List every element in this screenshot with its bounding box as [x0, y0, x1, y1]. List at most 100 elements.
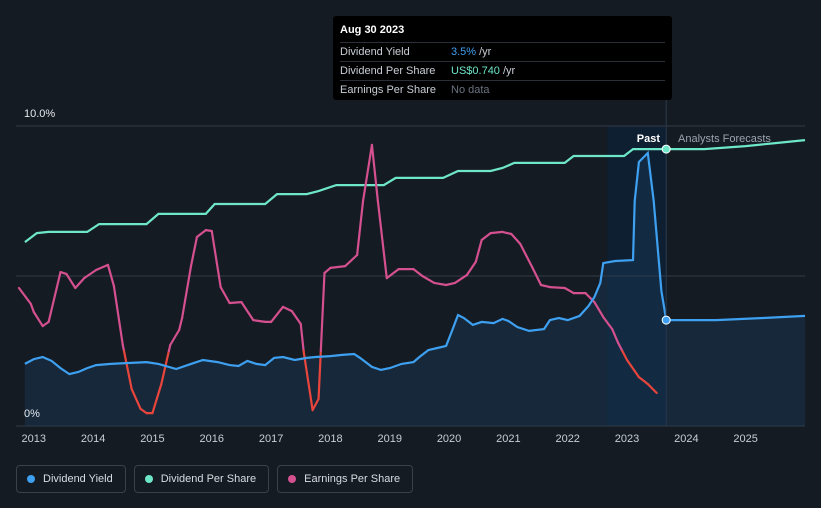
eps-line-segment [548, 286, 566, 290]
eps-line-segment [169, 328, 181, 347]
y-tick-min: 0% [24, 408, 40, 420]
eps-line-segment [281, 305, 293, 313]
eps-line-segment [412, 268, 424, 278]
legend-dot-icon [144, 475, 153, 483]
legend-earnings-per-share[interactable]: Earnings Per Share [277, 465, 414, 493]
y-tick-max: 10.0% [24, 108, 56, 120]
eps-line-segment [563, 286, 575, 295]
eps-line-segment [501, 230, 513, 236]
tooltip-value: US$0.740 [451, 65, 500, 77]
tooltip-label: Dividend Per Share [340, 65, 436, 77]
x-tick-label: 2016 [200, 433, 224, 445]
eps-line-segment [195, 229, 207, 239]
yield-marker [661, 315, 671, 325]
eps-line-segment [385, 268, 400, 280]
yield-area-layer [24, 153, 805, 426]
eps-line-segment [139, 407, 148, 415]
eps-line-segment [151, 382, 163, 415]
tooltip-row-dps: Dividend Per Share US$0.740 /yr [340, 61, 665, 80]
hover-tooltip: Aug 30 2023 Dividend Yield 3.5% /yr Divi… [333, 16, 672, 100]
eps-line-segment [489, 230, 504, 235]
eps-line-segment [323, 266, 332, 275]
eps-line-segment [611, 328, 620, 344]
eps-line-segment [122, 349, 133, 391]
eps-line-segment [531, 265, 543, 287]
eps-line-segment [181, 265, 193, 320]
legend-label: Earnings Per Share [304, 473, 401, 485]
eps-line-segment [130, 388, 142, 410]
eps-line-segment [617, 341, 624, 353]
tooltip-label: Earnings Per Share [340, 84, 436, 96]
eps-line-segment [637, 376, 649, 386]
eps-line-segment [361, 143, 374, 203]
x-tick-label: 2020 [437, 433, 461, 445]
tooltip-unit: /yr [479, 46, 492, 58]
eps-line-segment [219, 286, 231, 305]
legend-dividend-yield[interactable]: Dividend Yield [16, 465, 126, 493]
eps-line-segment [32, 310, 44, 328]
eps-line-segment [317, 349, 322, 401]
eps-line-segment [65, 272, 77, 290]
forecast-label: Analysts Forecasts [678, 133, 771, 145]
eps-line-segment [356, 199, 365, 257]
eps-line-segment [290, 310, 302, 326]
x-tick-label: 2018 [318, 433, 342, 445]
legend-dividend-per-share[interactable]: Dividend Per Share [133, 465, 270, 493]
tooltip-unit: /yr [502, 65, 516, 77]
eps-line-segment [370, 143, 379, 203]
x-tick-label: 2019 [377, 433, 401, 445]
eps-line-segment [106, 263, 115, 287]
eps-line-segment [47, 271, 62, 323]
x-tick-label: 2025 [733, 433, 757, 445]
x-tick-label: 2017 [259, 433, 283, 445]
x-tick-label: 2022 [555, 433, 579, 445]
x-tick-label: 2021 [496, 433, 520, 445]
x-tick-label: 2015 [140, 433, 164, 445]
eps-line-segment [302, 350, 314, 412]
eps-line-segment [319, 271, 326, 353]
eps-line-segment [602, 316, 614, 331]
eps-line-segment [83, 268, 98, 280]
eps-line-segment [646, 382, 658, 395]
eps-line-segment [17, 286, 32, 305]
tooltip-date: Aug 30 2023 [340, 24, 405, 36]
dps-forecast-line [666, 139, 806, 151]
eps-line-segment [160, 349, 170, 386]
x-axis: 2013 2014 2015 2016 2017 2018 2019 2020 2021 2022… [22, 433, 758, 445]
eps-line-segment [94, 263, 110, 272]
eps-line-segment [252, 319, 267, 323]
x-tick-label: 2014 [81, 433, 105, 445]
eps-line-segment [269, 305, 285, 323]
eps-line-segment [453, 274, 468, 284]
eps-line-segment [112, 284, 124, 347]
legend-label: Dividend Per Share [160, 473, 257, 485]
dps-marker [661, 144, 671, 154]
eps-line-segment [29, 302, 35, 314]
series-lines [17, 139, 806, 415]
eps-line-segment [593, 301, 605, 319]
eps-line-segment [519, 242, 534, 269]
legend-dot-icon [288, 475, 297, 483]
eps-line-segment [621, 349, 629, 362]
tooltip-label: Dividend Yield [340, 46, 410, 58]
eps-line-segment [344, 253, 359, 268]
eps-line-segment [465, 260, 477, 277]
eps-line-segment [210, 229, 222, 289]
eps-line-segment [474, 238, 483, 263]
eps-line-segment [240, 301, 255, 322]
eps-line-segment [228, 301, 243, 305]
legend-label: Dividend Yield [43, 473, 113, 485]
yield-forecast-line [666, 314, 806, 322]
eps-line-segment [444, 281, 457, 287]
tooltip-row-yield: Dividend Yield 3.5% /yr [340, 42, 665, 61]
yield-line [24, 150, 668, 376]
eps-line-segment [329, 265, 347, 269]
legend-dot-icon [27, 475, 35, 483]
eps-line-segment [311, 397, 320, 412]
x-tick-label: 2024 [674, 433, 698, 445]
tooltip-value: No data [451, 84, 490, 96]
eps-line-segment [421, 274, 436, 284]
tooltip-row-eps: Earnings Per Share No data [340, 80, 665, 99]
eps-line-segment [480, 232, 492, 242]
